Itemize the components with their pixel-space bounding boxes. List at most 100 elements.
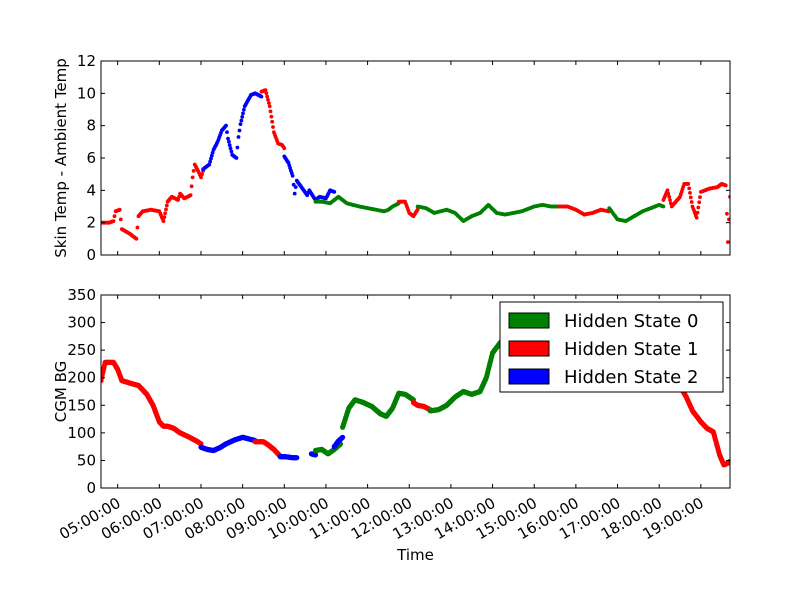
data-point: [111, 219, 116, 224]
data-point: [229, 149, 234, 154]
data-point: [224, 123, 228, 128]
data-point: [228, 146, 233, 151]
data-point: [117, 207, 122, 212]
data-point: [686, 182, 691, 186]
data-point: [723, 183, 728, 188]
data-point: [292, 191, 297, 196]
series-state-1: [259, 88, 287, 151]
cgm-bg-axes: 05010015020025030035005:00:0006:00:0007:…: [52, 286, 731, 564]
y-tick-label: 4: [86, 181, 96, 199]
data-point: [227, 143, 232, 148]
legend-swatch: [508, 340, 550, 357]
data-point: [698, 195, 702, 200]
series-state-1: [661, 182, 730, 245]
data-point: [696, 205, 701, 210]
y-tick-label: 8: [86, 117, 96, 135]
data-point: [209, 156, 213, 161]
y-tick-label: 300: [67, 314, 96, 332]
y-tick-label: 150: [67, 396, 96, 414]
data-point: [242, 107, 246, 112]
y-axis-label: Skin Temp - Ambient Temp: [52, 58, 70, 258]
x-axis-label: Time: [396, 546, 434, 564]
series-state-1: [396, 199, 420, 219]
data-point: [189, 184, 194, 189]
legend-label: Hidden State 1: [564, 339, 698, 360]
data-point: [666, 191, 671, 196]
data-point: [270, 119, 275, 124]
data-point: [207, 162, 212, 167]
series-state-0: [607, 203, 666, 224]
data-point: [134, 236, 139, 241]
data-point: [294, 455, 300, 461]
data-point: [661, 204, 666, 209]
data-point: [290, 173, 295, 178]
data-point: [665, 188, 670, 193]
series-state-2: [308, 451, 319, 458]
data-point: [135, 225, 140, 230]
data-point: [312, 452, 319, 458]
data-point: [268, 109, 273, 114]
data-point: [271, 125, 275, 129]
data-point: [238, 122, 243, 126]
data-point: [697, 200, 702, 205]
data-point: [235, 145, 240, 150]
data-point: [164, 207, 168, 212]
y-tick-label: 350: [67, 286, 96, 304]
data-point: [226, 136, 230, 141]
data-point: [688, 195, 693, 200]
data-point: [190, 175, 195, 180]
data-point: [200, 172, 204, 177]
data-point: [269, 114, 274, 119]
series-state-2: [277, 454, 300, 461]
data-point: [340, 434, 346, 440]
data-point: [199, 175, 203, 180]
data-point: [240, 115, 245, 119]
data-point: [415, 207, 420, 212]
y-tick-label: 2: [86, 214, 96, 232]
axes-frame: [100, 294, 731, 489]
data-point: [726, 240, 730, 245]
series-state-2: [282, 154, 337, 202]
data-point: [266, 97, 270, 102]
data-point: [241, 111, 245, 116]
data-point: [264, 91, 269, 96]
data-point: [161, 219, 166, 224]
data-point: [668, 198, 672, 202]
y-tick-label: 250: [67, 341, 96, 359]
skin-temp-axes: 0 2 4 6 8 10 12 Skin Temp - Ambient Temp: [52, 52, 731, 264]
data-point: [259, 94, 264, 99]
y-tick-label: 6: [86, 149, 96, 167]
data-point: [263, 88, 268, 92]
data-point: [293, 185, 298, 190]
legend-swatch: [508, 312, 550, 329]
data-point: [725, 211, 729, 216]
series-group: [101, 88, 730, 245]
data-point: [332, 190, 337, 194]
data-point: [236, 135, 241, 139]
legend-label: Hidden State 2: [564, 367, 698, 388]
data-point: [695, 210, 700, 215]
series-state-0: [415, 203, 562, 224]
data-point: [227, 139, 231, 144]
y-tick-label: 12: [77, 52, 96, 70]
data-point: [210, 150, 215, 155]
data-point: [688, 191, 692, 195]
series-state-2: [331, 434, 346, 450]
data-point: [176, 198, 181, 202]
data-point: [188, 193, 193, 198]
data-point: [112, 214, 117, 219]
data-point: [267, 101, 271, 105]
data-point: [209, 153, 214, 158]
legend-swatch: [508, 368, 550, 385]
data-point: [689, 200, 694, 204]
data-point: [237, 128, 242, 133]
y-tick-label: 50: [77, 451, 96, 469]
y-tick-label: 100: [67, 424, 96, 442]
series-state-2: [201, 91, 264, 172]
data-point: [163, 211, 168, 216]
y-tick-label: 10: [77, 84, 96, 102]
data-point: [225, 130, 229, 135]
y-axis-label: CGM BG: [52, 361, 70, 422]
data-point: [265, 94, 270, 99]
